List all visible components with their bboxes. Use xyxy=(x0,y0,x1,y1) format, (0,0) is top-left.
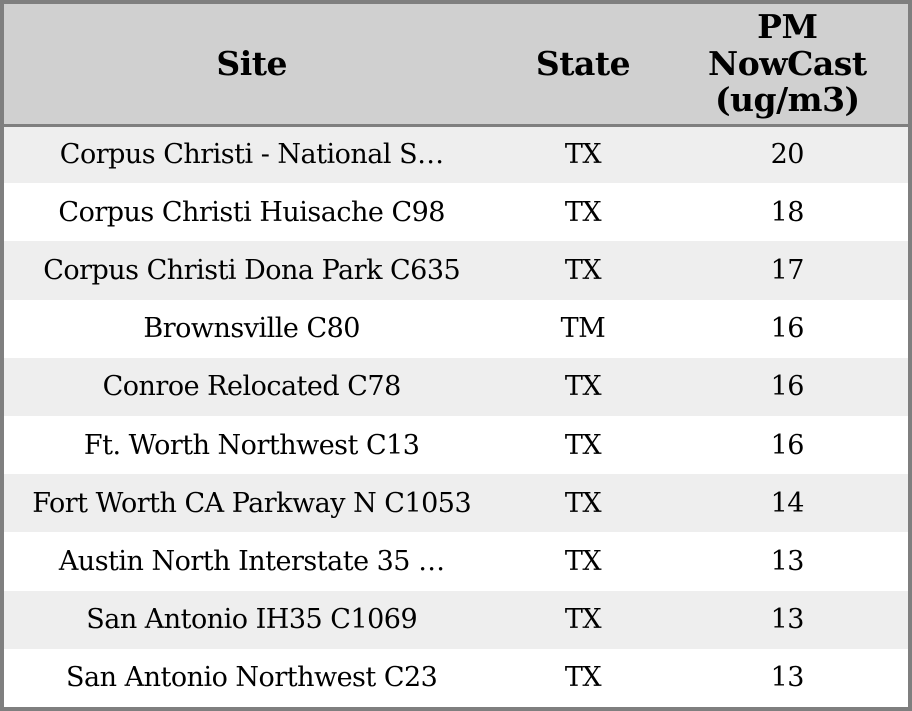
site-cell: San Antonio Northwest C23 xyxy=(66,662,438,694)
table-row: Conroe Relocated C78 TX 16 xyxy=(4,357,908,416)
state-cell: TX xyxy=(564,604,602,636)
pm-nowcast-cell: 16 xyxy=(770,429,805,461)
site-cell: Ft. Worth Northwest C13 xyxy=(83,429,420,461)
site-cell: San Antonio IH35 C1069 xyxy=(86,604,418,636)
state-cell: TX xyxy=(564,487,602,519)
table-row: Corpus Christi Huisache C98 TX 18 xyxy=(4,183,908,242)
pm-nowcast-cell: 16 xyxy=(770,313,805,345)
site-cell: Corpus Christi Huisache C98 xyxy=(58,196,445,228)
site-cell: Conroe Relocated C78 xyxy=(102,371,402,403)
state-cell: TX xyxy=(564,545,602,577)
table-row: Ft. Worth Northwest C13 TX 16 xyxy=(4,415,908,475)
pm-nowcast-cell: 17 xyxy=(770,254,805,286)
table-row: Fort Worth CA Parkway N C1053 TX 14 xyxy=(4,474,908,533)
pm-nowcast-cell: 13 xyxy=(770,545,805,577)
pm-nowcast-cell: 18 xyxy=(770,196,805,228)
table-row: Corpus Christi - National S… TX 20 xyxy=(4,125,908,184)
state-cell: TX xyxy=(564,254,602,286)
column-header-site[interactable]: Site xyxy=(4,4,500,127)
sites-table: Site State PM NowCast (ug/m3) Corpus Chr… xyxy=(4,4,908,707)
table-row: Corpus Christi Dona Park C635 TX 17 xyxy=(4,241,908,300)
state-cell: TM xyxy=(560,313,606,345)
site-cell: Fort Worth CA Parkway N C1053 xyxy=(32,487,472,519)
header-row: Site State PM NowCast (ug/m3) xyxy=(4,4,908,127)
column-header-pm-nowcast[interactable]: PM NowCast (ug/m3) xyxy=(666,4,908,127)
pm-nowcast-cell: 13 xyxy=(770,662,805,694)
pm-nowcast-cell: 14 xyxy=(770,487,805,519)
site-cell: Brownsville C80 xyxy=(143,313,360,345)
table-row: San Antonio Northwest C23 TX 13 xyxy=(4,648,908,707)
table-row: Austin North Interstate 35 … TX 13 xyxy=(4,532,908,591)
state-cell: TX xyxy=(564,429,602,461)
state-cell: TX xyxy=(564,139,602,171)
table-row: Brownsville C80 TM 16 xyxy=(4,299,908,358)
pm-nowcast-cell: 20 xyxy=(770,139,805,171)
site-cell: Austin North Interstate 35 … xyxy=(58,545,445,577)
pm-nowcast-cell: 13 xyxy=(770,604,805,636)
pm-nowcast-cell: 16 xyxy=(770,371,805,403)
table-row: San Antonio IH35 C1069 TX 13 xyxy=(4,590,908,649)
state-cell: TX xyxy=(564,662,602,694)
state-cell: TX xyxy=(564,196,602,228)
table-body: Corpus Christi - National S… TX 20 Corpu… xyxy=(4,125,908,707)
table-header: Site State PM NowCast (ug/m3) xyxy=(4,4,908,127)
site-cell: Corpus Christi - National S… xyxy=(59,139,444,171)
state-cell: TX xyxy=(564,371,602,403)
column-header-state[interactable]: State xyxy=(499,4,667,127)
site-cell: Corpus Christi Dona Park C635 xyxy=(43,254,461,286)
